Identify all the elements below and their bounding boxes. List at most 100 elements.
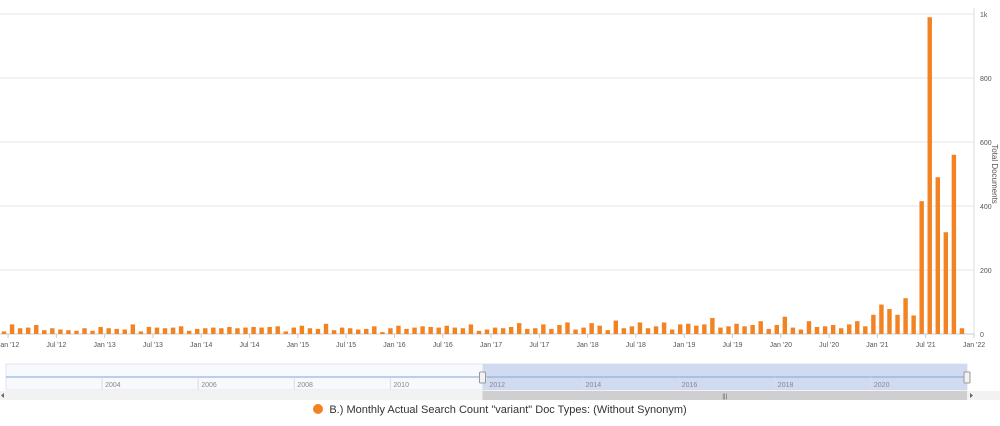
bar[interactable] <box>919 201 924 334</box>
navigator-left-handle[interactable] <box>478 371 486 384</box>
bar[interactable] <box>203 328 208 334</box>
bar[interactable] <box>186 330 192 334</box>
bar[interactable] <box>718 327 723 334</box>
bar[interactable] <box>847 324 852 334</box>
bar[interactable] <box>863 326 868 334</box>
bar[interactable] <box>396 325 401 334</box>
bar[interactable] <box>283 331 288 334</box>
bar[interactable] <box>468 324 474 334</box>
bar[interactable] <box>927 17 932 334</box>
bar[interactable] <box>774 325 779 334</box>
bar[interactable] <box>838 328 844 334</box>
bar[interactable] <box>653 326 659 334</box>
bar[interactable] <box>637 322 643 334</box>
bar[interactable] <box>677 324 683 334</box>
bar[interactable] <box>50 328 55 334</box>
bar[interactable] <box>516 323 522 334</box>
bar[interactable] <box>195 328 200 334</box>
bar[interactable] <box>525 328 530 334</box>
bar[interactable] <box>750 325 755 334</box>
bar[interactable] <box>154 327 160 334</box>
bar[interactable] <box>533 328 538 334</box>
bar[interactable] <box>58 329 63 334</box>
bar[interactable] <box>355 329 361 334</box>
bar[interactable] <box>444 325 449 334</box>
bar[interactable] <box>130 324 136 334</box>
bar[interactable] <box>702 324 707 334</box>
bar[interactable] <box>122 329 127 334</box>
bar[interactable] <box>766 328 771 334</box>
bar[interactable] <box>855 321 860 334</box>
legend[interactable]: B.) Monthly Actual Search Count "variant… <box>0 404 1000 416</box>
bar[interactable] <box>460 328 466 334</box>
bar[interactable] <box>871 314 876 334</box>
bar[interactable] <box>146 326 152 334</box>
bar[interactable] <box>34 325 39 334</box>
bar[interactable] <box>211 327 216 334</box>
bar[interactable] <box>621 328 627 334</box>
bar[interactable] <box>66 330 71 334</box>
bar[interactable] <box>323 323 329 334</box>
bar[interactable] <box>557 325 562 334</box>
bar[interactable] <box>243 327 248 334</box>
bar[interactable] <box>943 232 949 334</box>
bar[interactable] <box>814 326 820 334</box>
bar[interactable] <box>436 327 441 334</box>
bar[interactable] <box>1 331 7 334</box>
bar[interactable] <box>484 329 490 334</box>
bar[interactable] <box>589 323 594 334</box>
bar[interactable] <box>734 323 739 334</box>
bar[interactable] <box>935 177 940 334</box>
bar[interactable] <box>82 328 87 334</box>
bar[interactable] <box>597 325 602 334</box>
bar[interactable] <box>114 328 119 334</box>
bar[interactable] <box>476 330 482 334</box>
bar[interactable] <box>331 330 337 334</box>
bar[interactable] <box>275 326 280 334</box>
bar[interactable] <box>669 329 675 334</box>
bar[interactable] <box>790 327 796 334</box>
bar[interactable] <box>428 326 433 334</box>
bar[interactable] <box>364 328 369 334</box>
bar[interactable] <box>645 328 651 334</box>
bar[interactable] <box>959 328 965 334</box>
bar[interactable] <box>629 326 635 334</box>
bar[interactable] <box>404 328 409 334</box>
bar[interactable] <box>339 327 345 334</box>
bar[interactable] <box>879 304 884 334</box>
bar[interactable] <box>500 328 506 334</box>
bar[interactable] <box>565 322 570 334</box>
bar[interactable] <box>573 329 578 334</box>
bar[interactable] <box>710 318 715 334</box>
bar[interactable] <box>291 327 297 334</box>
bar[interactable] <box>251 326 256 334</box>
bar[interactable] <box>315 328 321 334</box>
bar[interactable] <box>235 328 240 334</box>
bar[interactable] <box>106 328 111 334</box>
bar[interactable] <box>420 326 425 334</box>
bar[interactable] <box>613 320 619 334</box>
bar[interactable] <box>138 331 144 334</box>
bar[interactable] <box>299 325 305 334</box>
bar[interactable] <box>219 328 224 334</box>
bar[interactable] <box>581 327 586 334</box>
bar[interactable] <box>267 326 272 334</box>
bar[interactable] <box>661 322 667 334</box>
bar[interactable] <box>758 321 763 334</box>
bar[interactable] <box>911 315 916 334</box>
bar[interactable] <box>307 328 313 334</box>
bar[interactable] <box>227 326 232 334</box>
bar[interactable] <box>412 327 417 334</box>
scrollbar-thumb[interactable] <box>482 391 967 400</box>
bar[interactable] <box>347 328 353 334</box>
bar[interactable] <box>90 330 95 334</box>
bar[interactable] <box>9 324 15 334</box>
bar[interactable] <box>508 326 514 334</box>
bar[interactable] <box>605 330 610 334</box>
scroll-left-arrow-icon[interactable] <box>1 393 4 398</box>
bar[interactable] <box>388 328 393 334</box>
navigator-right-handle[interactable] <box>963 371 971 384</box>
bar[interactable] <box>822 326 828 334</box>
bar[interactable] <box>782 316 788 334</box>
bar[interactable] <box>806 321 812 334</box>
